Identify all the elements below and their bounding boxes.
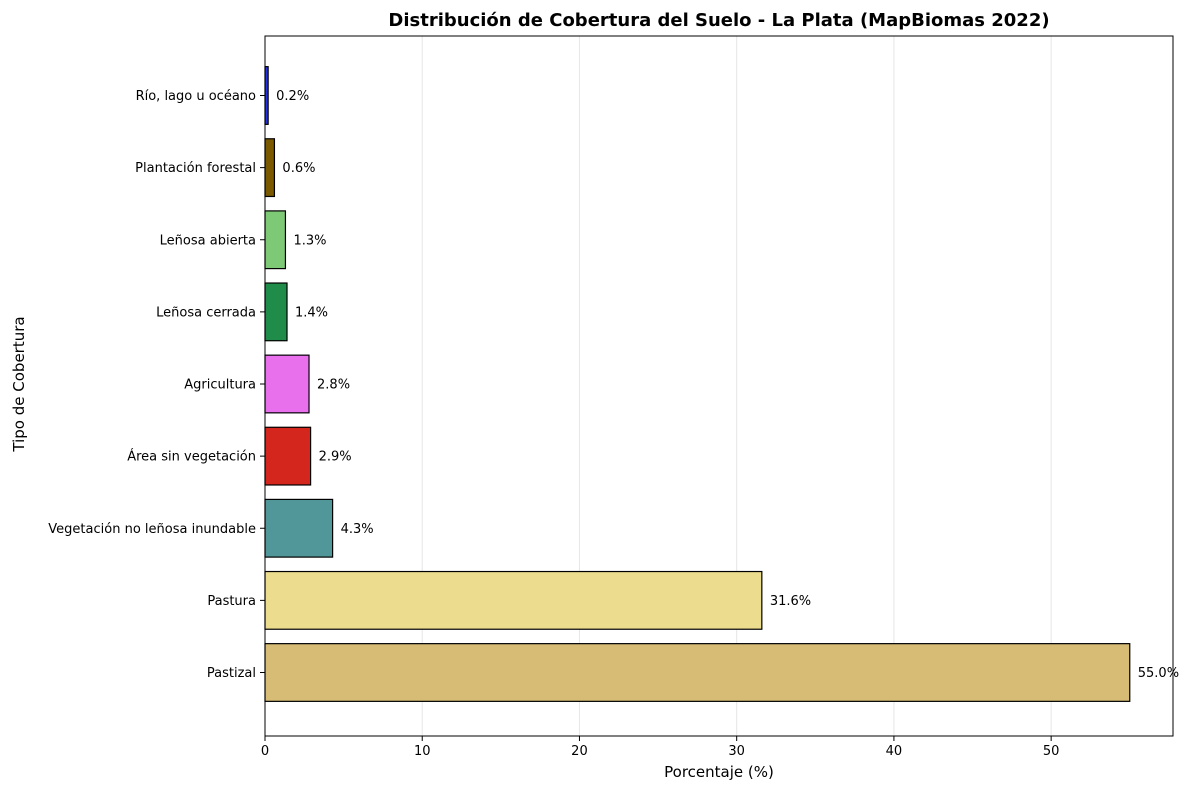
data-label: 0.6% — [282, 161, 315, 176]
y-tick-label: Vegetación no leñosa inundable — [48, 522, 256, 537]
data-label: 2.9% — [319, 450, 352, 465]
x-tick-label: 50 — [1043, 744, 1060, 759]
y-tick-label: Leñosa cerrada — [156, 305, 256, 320]
bars — [264, 66, 1131, 702]
bar — [264, 570, 763, 630]
bar — [264, 354, 310, 414]
data-label: 2.8% — [317, 378, 350, 393]
grid-lines — [264, 36, 1052, 736]
data-label: 0.2% — [276, 89, 309, 104]
bar — [264, 138, 276, 198]
x-tick-label: 30 — [728, 744, 745, 759]
data-label: 1.4% — [295, 305, 328, 320]
x-tick-label: 20 — [571, 744, 588, 759]
plot-frame — [264, 35, 1174, 737]
y-tick-label: Pastura — [207, 594, 256, 609]
bar — [264, 643, 1131, 702]
data-label: 31.6% — [770, 594, 811, 609]
data-label: 4.3% — [341, 522, 374, 537]
y-tick-label: Leñosa abierta — [160, 233, 256, 248]
y-tick-label: Pastizal — [207, 666, 256, 681]
y-tick-label: Área sin vegetación — [127, 449, 256, 465]
y-tick-label: Río, lago u océano — [136, 89, 256, 104]
y-tick-label: Plantación forestal — [135, 161, 256, 176]
x-tick-label: 40 — [886, 744, 903, 759]
y-tick-label: Agricultura — [184, 378, 256, 393]
bar — [264, 498, 334, 558]
x-tick-label: 0 — [261, 744, 269, 759]
chart-title: Distribución de Cobertura del Suelo - La… — [388, 10, 1049, 31]
bar — [264, 426, 312, 486]
bar — [264, 282, 288, 342]
axes: 0 10 20 30 40 50 Pastizal Pastura Vegetación no … — [48, 35, 1174, 759]
data-label: 55.0% — [1138, 666, 1179, 681]
data-label: 1.3% — [293, 233, 326, 248]
x-tick-label: 10 — [414, 744, 431, 759]
x-axis-label: Porcentaje (%) — [664, 763, 774, 781]
data-labels: 55.0% 31.6% 4.3% 2.9% 2.8% 1.4% 1.3% 0.6% 0.2% — [276, 89, 1179, 681]
bar — [264, 210, 287, 270]
y-axis-label: Tipo de Cobertura — [10, 316, 28, 452]
